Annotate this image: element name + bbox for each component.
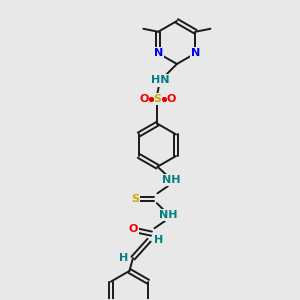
Text: H: H	[119, 253, 128, 263]
Text: H: H	[154, 235, 163, 245]
Text: O: O	[139, 94, 149, 104]
Text: O: O	[128, 224, 138, 234]
Text: N: N	[154, 48, 163, 58]
Text: S: S	[154, 94, 161, 104]
Text: S: S	[131, 194, 139, 204]
Text: HN: HN	[151, 75, 170, 85]
Text: NH: NH	[162, 175, 180, 185]
Text: N: N	[191, 48, 200, 58]
Text: O: O	[166, 94, 176, 104]
Text: NH: NH	[159, 210, 177, 220]
